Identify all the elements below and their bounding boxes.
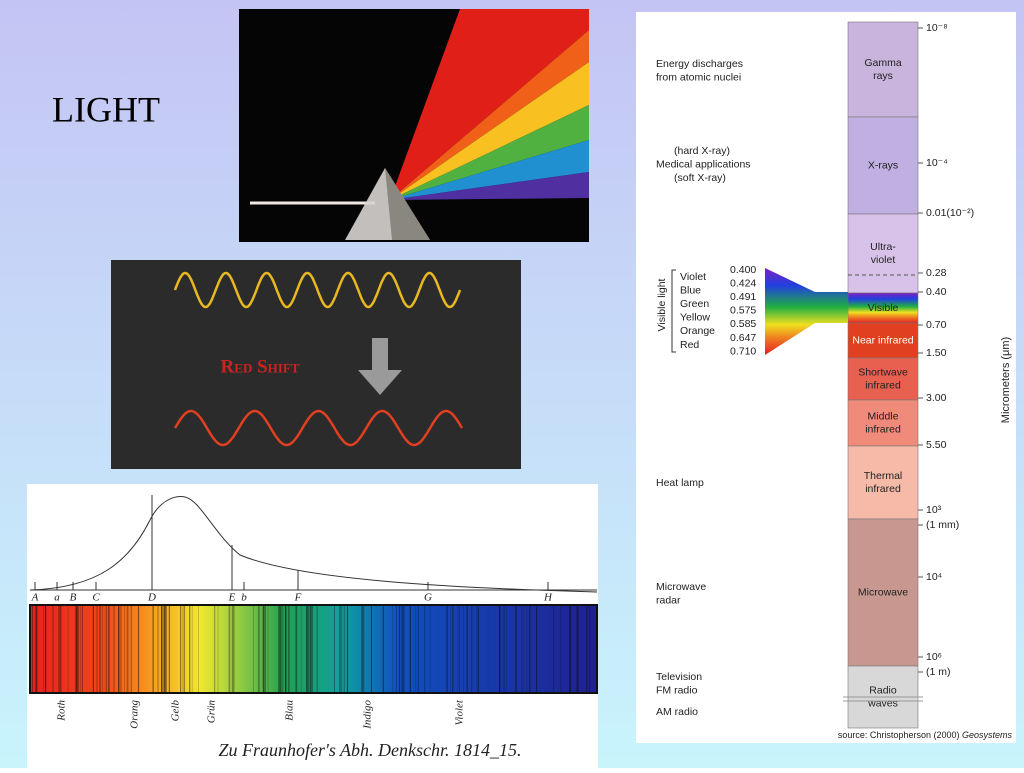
band-label: Ultra-	[870, 241, 896, 253]
line-letter: H	[543, 592, 553, 604]
redshift-label: Red Shift	[221, 356, 300, 377]
line-letter: A	[31, 592, 39, 604]
band-label: Shortwave	[858, 366, 908, 378]
color-label: Gelb	[170, 700, 182, 722]
band-label: infrared	[865, 379, 901, 391]
visible-bracket	[671, 269, 676, 353]
visible-funnel	[765, 268, 848, 355]
visible-color: Red	[680, 339, 699, 351]
visible-color: Blue	[680, 284, 701, 296]
scale-label: (1 m)	[926, 666, 951, 678]
color-label: Blau	[284, 700, 296, 721]
visible-color: Yellow	[680, 312, 710, 324]
color-label: Roth	[56, 700, 68, 722]
scale-label: 5.50	[926, 439, 947, 451]
color-label: Grün	[206, 700, 218, 724]
scale-label: 10⁶	[926, 651, 942, 663]
line-letter: E	[228, 592, 236, 604]
use-label: (hard X-ray)	[674, 145, 730, 157]
band-label: infrared	[865, 423, 901, 435]
band-label: waves	[867, 697, 898, 709]
visible-wavelength: 0.575	[730, 305, 756, 317]
band-label: Middle	[868, 410, 899, 422]
source-text: source: Christopherson (2000)	[838, 730, 960, 740]
use-label: Microwave	[656, 581, 706, 593]
use-label: from atomic nuclei	[656, 71, 741, 83]
source: source: Christopherson (2000) Geosystems	[838, 730, 1013, 740]
scale-label: 1.50	[926, 347, 947, 359]
line-letter: a	[54, 592, 60, 604]
band-label: rays	[873, 70, 893, 82]
scale-label: 0.40	[926, 286, 947, 298]
scale-label: 10⁻⁸	[926, 22, 948, 34]
visible-title: Visible light	[656, 278, 668, 331]
band	[847, 399, 919, 447]
use-label: AM radio	[656, 706, 698, 718]
line-letter: B	[70, 592, 77, 604]
scale-label: 0.70	[926, 319, 947, 331]
band-label: Gamma	[864, 57, 902, 69]
band	[847, 445, 919, 520]
visible-wavelength: 0.647	[730, 332, 756, 344]
use-label: (soft X-ray)	[674, 172, 726, 184]
use-label: Energy discharges	[656, 58, 743, 70]
band-label: Near infrared	[852, 334, 913, 346]
line-letter: F	[294, 592, 302, 604]
band	[847, 116, 919, 215]
line-letter: G	[424, 592, 432, 604]
use-label: FM radio	[656, 684, 698, 696]
scale-label: 10⁴	[926, 571, 942, 583]
line-letter: D	[147, 592, 156, 604]
scale-label: 0.01(10⁻²)	[926, 207, 974, 219]
color-label: Violet	[454, 699, 466, 725]
band-label: Thermal	[864, 470, 903, 482]
band	[847, 518, 919, 667]
slide-title: LIGHT	[52, 89, 160, 129]
band-label: Visible	[868, 302, 899, 314]
caption: Zu Fraunhofer's Abh. Denkschr. 1814_15.	[218, 740, 521, 760]
scale-label: (1 mm)	[926, 519, 959, 531]
band-label: Radio	[869, 684, 897, 696]
use-label: Heat lamp	[656, 477, 704, 489]
band-label: violet	[871, 254, 896, 266]
visible-color: Orange	[680, 325, 715, 337]
color-label: Orang	[129, 700, 141, 729]
band-label: Microwave	[858, 586, 908, 598]
visible-wavelength: 0.585	[730, 318, 756, 330]
visible-wavelength: 0.491	[730, 291, 756, 303]
scale-label: 0.28	[926, 267, 947, 279]
redshift-image: Red Shift	[111, 260, 521, 469]
axis-label: Micrometers (μm)	[1000, 337, 1012, 423]
use-label: Television	[656, 671, 702, 683]
visible-wavelength: 0.710	[730, 345, 756, 357]
band-label: infrared	[865, 483, 901, 495]
visible-wavelength: 0.400	[730, 264, 756, 276]
line-letter: C	[92, 592, 100, 604]
visible-color: Green	[680, 298, 709, 310]
visible-color: Violet	[680, 271, 706, 283]
band-label: X-rays	[868, 159, 898, 171]
scale-label: 10⁻⁴	[926, 157, 948, 169]
visible-wavelength: 0.424	[730, 277, 756, 289]
scale-label: 10³	[926, 504, 942, 516]
source-work: Geosystems	[962, 730, 1013, 740]
radio-break	[843, 696, 923, 702]
scale-label: 3.00	[926, 392, 947, 404]
color-label: Indigo	[362, 700, 374, 730]
use-label: Medical applications	[656, 158, 751, 170]
line-letter: b	[241, 592, 247, 604]
prism-image	[239, 9, 589, 242]
use-label: radar	[656, 594, 681, 606]
